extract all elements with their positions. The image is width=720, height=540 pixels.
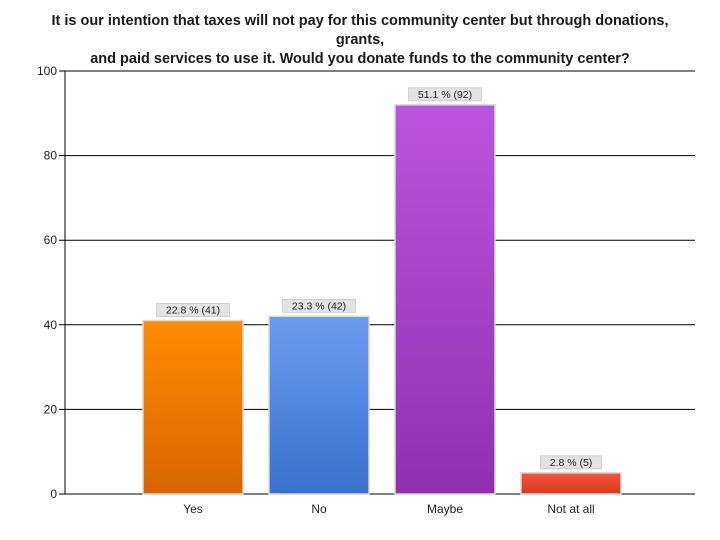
- data-label-box-3: [540, 455, 602, 470]
- axis-layer: 0 20 40 60 80 100 Yes No Maybe Not at all: [37, 64, 595, 516]
- bar-maybe: [394, 104, 496, 495]
- y-tick-label-20: 20: [44, 402, 58, 416]
- x-tick-label-maybe: Maybe: [427, 502, 463, 516]
- chart-title-line-2: and paid services to use it. Would you d…: [90, 51, 630, 67]
- bar-layer: [142, 104, 622, 495]
- y-tick-label-0: 0: [50, 487, 57, 501]
- x-tick-label-no: No: [311, 502, 327, 516]
- y-tick-label-100: 100: [37, 64, 57, 78]
- x-tick-label-not-at-all: Not at all: [547, 502, 594, 516]
- data-label-box-1: [282, 298, 356, 313]
- bar-no: [268, 315, 370, 495]
- bar-not-at-all: [520, 472, 622, 495]
- label-layer: 22.8 % (41) 23.3 % (42) 51.1 % (92) 2.8 % (…: [156, 87, 602, 470]
- bar-yes: [142, 319, 244, 495]
- data-label-box-2: [408, 87, 482, 102]
- chart-title-line-1: It is our intention that taxes will not …: [51, 13, 669, 48]
- data-label-maybe: 51.1 % (92): [418, 89, 472, 101]
- data-label-not-at-all: 2.8 % (5): [550, 457, 593, 469]
- y-tick-label-60: 60: [44, 233, 58, 247]
- data-label-yes: 22.8 % (41): [166, 305, 220, 317]
- data-label-box-0: [156, 303, 230, 317]
- y-tick-label-40: 40: [44, 318, 58, 332]
- data-label-no: 23.3 % (42): [292, 300, 346, 312]
- chart-title: It is our intention that taxes will not …: [40, 12, 680, 69]
- x-tick-label-yes: Yes: [183, 502, 203, 516]
- y-tick-label-80: 80: [44, 149, 58, 163]
